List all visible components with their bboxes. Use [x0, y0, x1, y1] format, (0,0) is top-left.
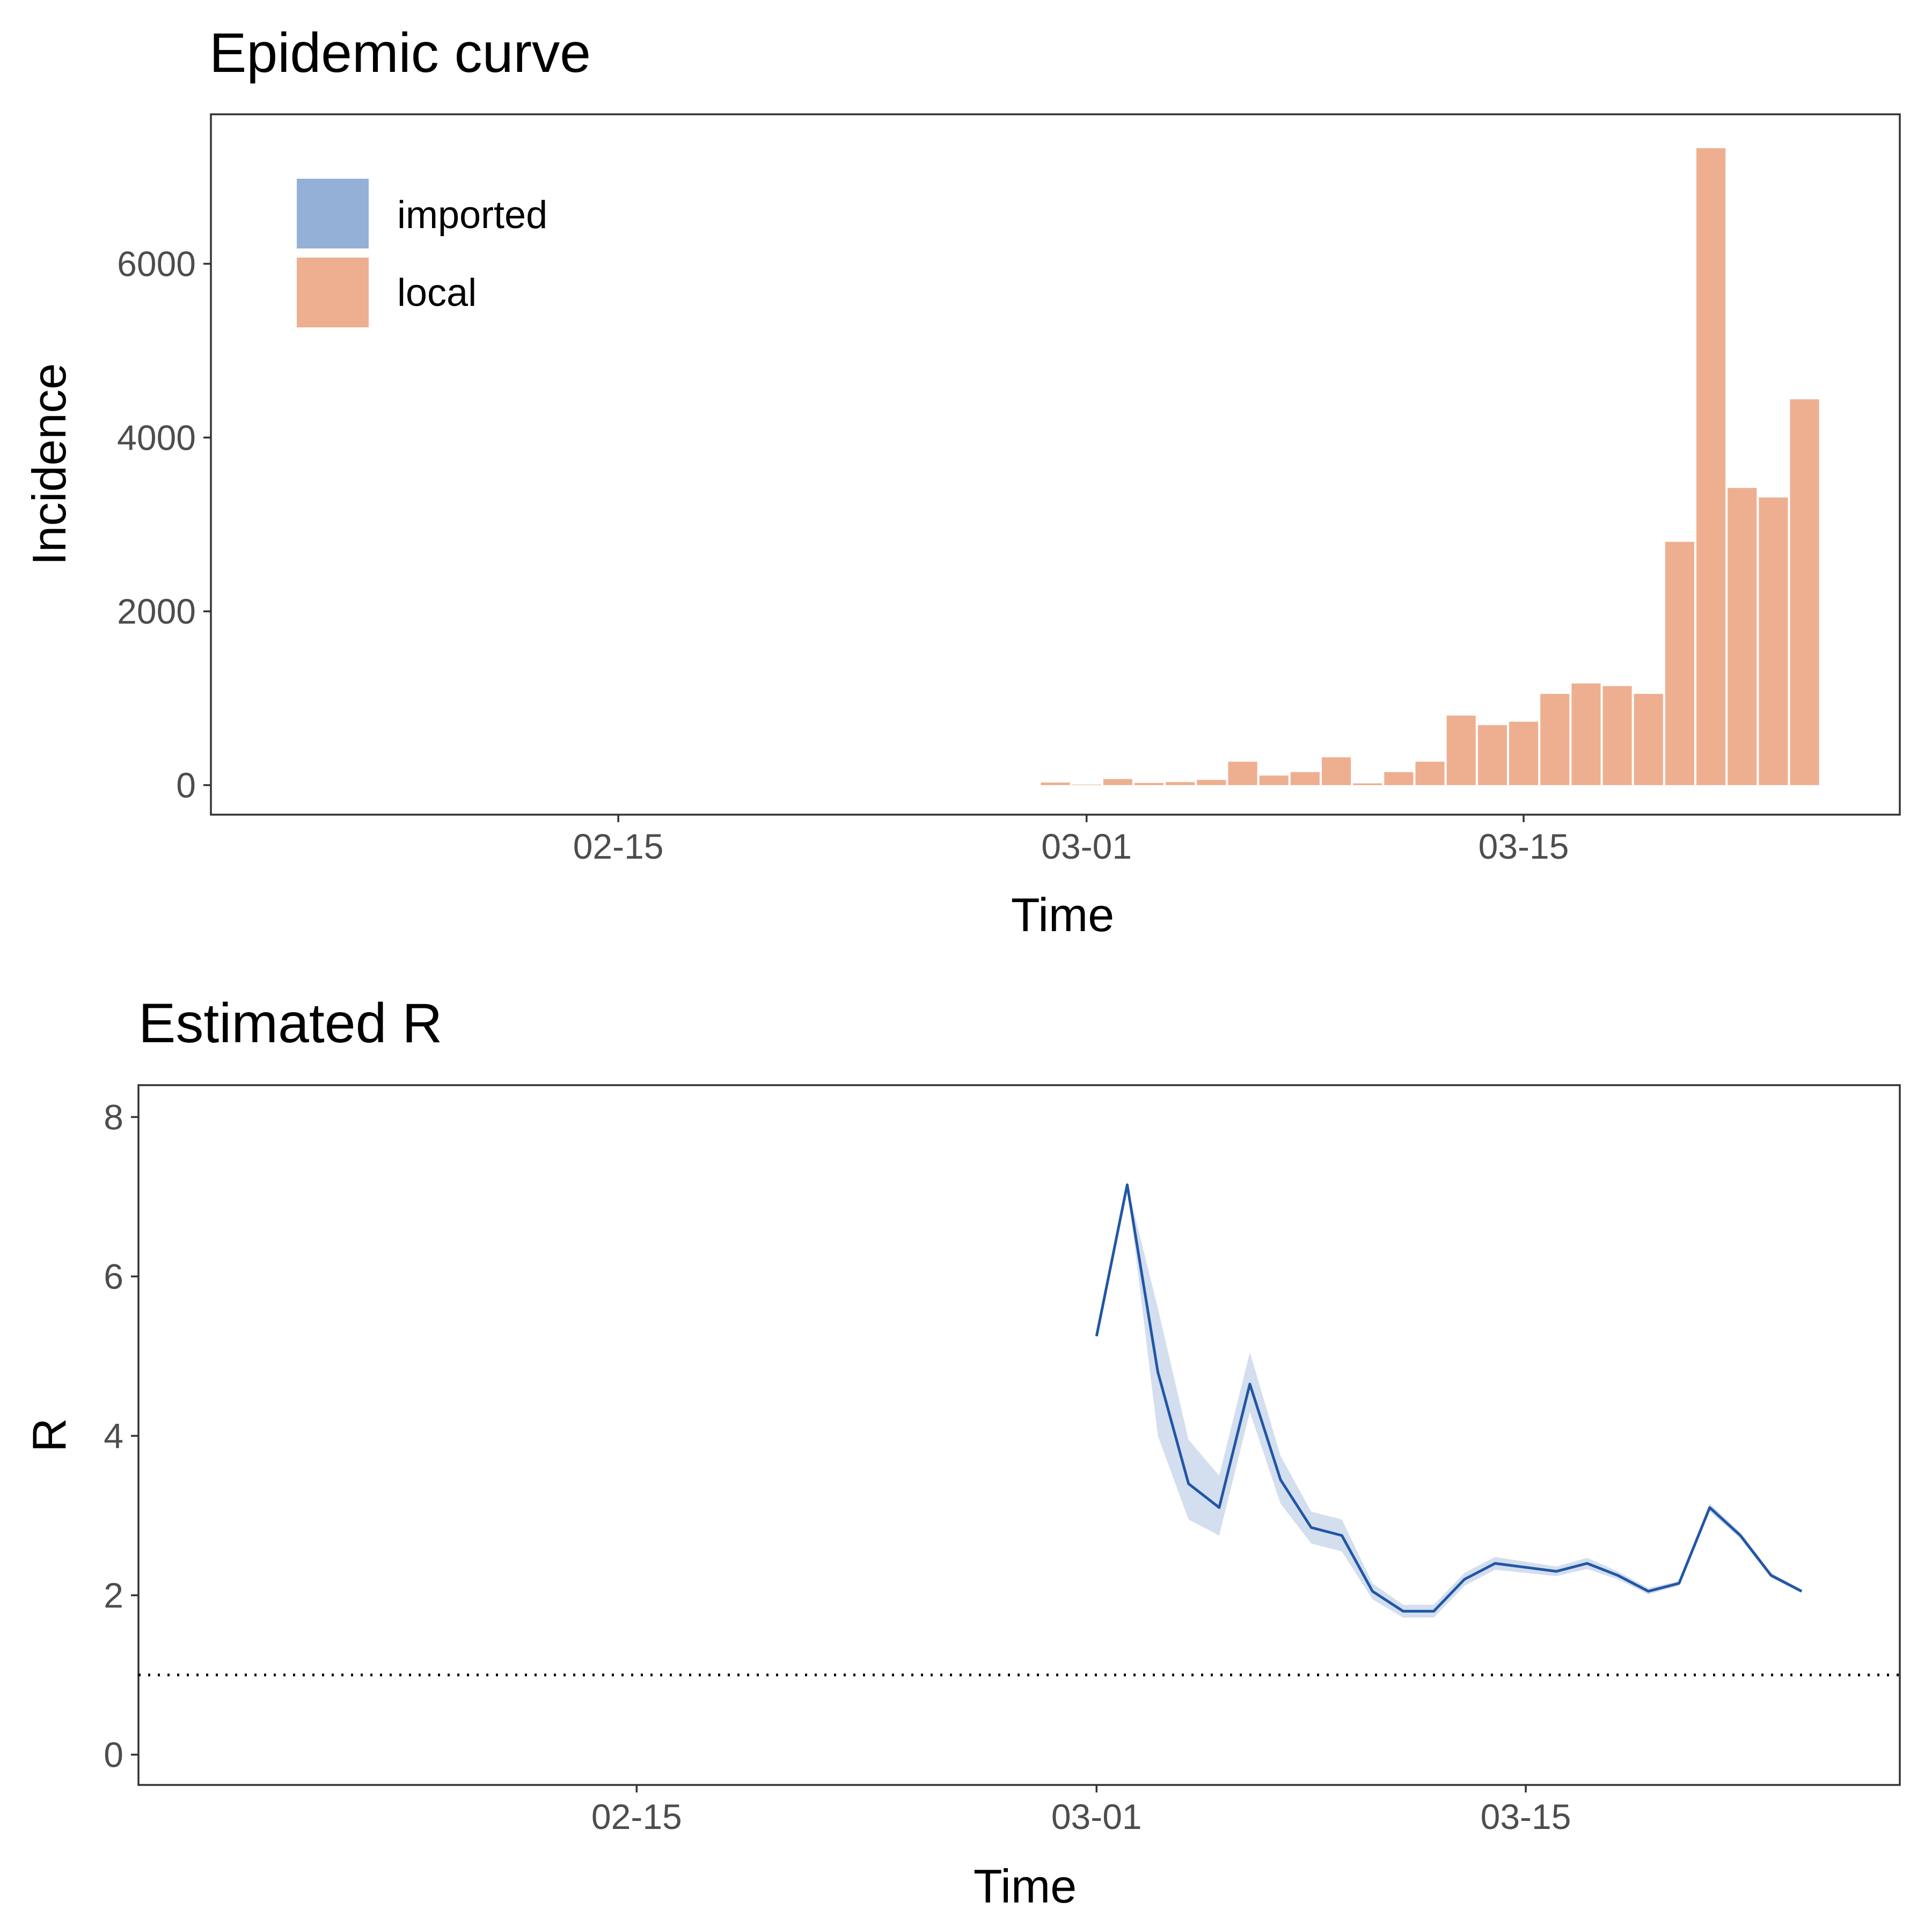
- bar-03-06: [1228, 762, 1257, 785]
- plot-panel: [137, 1084, 1901, 1786]
- bar-03-11: [1384, 772, 1414, 785]
- y-tick-label: 8: [104, 1097, 123, 1137]
- y-tick-label: 0: [104, 1735, 123, 1775]
- bar-03-15: [1509, 721, 1539, 785]
- x-tick-label: 03-15: [1481, 1797, 1571, 1836]
- bar-03-18: [1602, 686, 1632, 785]
- y-tick-label: 2: [104, 1576, 123, 1615]
- plot-panel: [210, 113, 1901, 816]
- x-tick-label: 03-01: [1051, 1797, 1142, 1836]
- x-tick-label: 02-15: [591, 1797, 682, 1836]
- x-tick-label: 03-15: [1479, 826, 1569, 866]
- bar-02-29: [1041, 782, 1070, 785]
- y-tick-label: 4: [104, 1416, 123, 1455]
- bar-03-08: [1290, 772, 1320, 785]
- bar-03-17: [1571, 683, 1601, 785]
- bar-03-05: [1197, 780, 1226, 785]
- credible-interval-band: [1096, 1184, 1802, 1618]
- y-tick-label: 6: [104, 1256, 123, 1296]
- bar-03-07: [1259, 775, 1289, 785]
- y-axis-label: R: [23, 1418, 76, 1452]
- r-estimate-line: [1095, 1183, 1803, 1613]
- y-tick-label: 4000: [117, 418, 196, 457]
- y-axis: 0 2000 4000 6000: [117, 244, 211, 805]
- bar-03-03: [1134, 782, 1164, 785]
- chart-title: Epidemic curve: [209, 22, 591, 84]
- bar-03-21: [1696, 148, 1726, 785]
- y-tick-label: 2000: [117, 591, 196, 631]
- bar-03-20: [1665, 541, 1694, 785]
- bar-03-19: [1634, 693, 1663, 785]
- x-axis-label: Time: [1011, 888, 1114, 941]
- bar-03-16: [1540, 693, 1570, 785]
- bar-03-04: [1166, 782, 1195, 785]
- bar-03-24: [1790, 399, 1819, 785]
- bar-03-14: [1477, 725, 1507, 785]
- y-tick-label: 6000: [117, 244, 196, 283]
- estimated-r-panel: Estimated R 0 2 4 6 8 02-15 03-01 03-15 Time R: [23, 992, 1901, 1913]
- y-axis: 0 2 4 6 8: [104, 1097, 138, 1775]
- legend: imported local: [297, 179, 547, 327]
- chart-title: Estimated R: [138, 992, 442, 1055]
- bar-03-13: [1446, 715, 1476, 785]
- bar-03-10: [1353, 783, 1382, 785]
- x-axis: 02-15 03-01 03-15: [573, 815, 1569, 866]
- bar-03-22: [1728, 488, 1757, 785]
- x-tick-label: 02-15: [573, 826, 664, 866]
- bar-03-23: [1759, 497, 1788, 785]
- x-axis: 02-15 03-01 03-15: [591, 1785, 1571, 1836]
- r-series: [138, 1183, 1900, 1677]
- x-tick-label: 03-01: [1041, 826, 1132, 866]
- y-tick-label: 0: [176, 765, 196, 805]
- y-axis-label: Incidence: [23, 363, 76, 566]
- legend-swatch-local: [297, 258, 369, 327]
- legend-label-local: local: [397, 272, 477, 314]
- legend-label-imported: imported: [397, 194, 547, 237]
- bar-series-local: [1041, 148, 1819, 786]
- bar-03-02: [1103, 779, 1132, 785]
- x-axis-label: Time: [974, 1860, 1077, 1913]
- bar-03-09: [1321, 757, 1351, 785]
- legend-swatch-imported: [297, 179, 369, 248]
- bar-03-12: [1415, 762, 1445, 785]
